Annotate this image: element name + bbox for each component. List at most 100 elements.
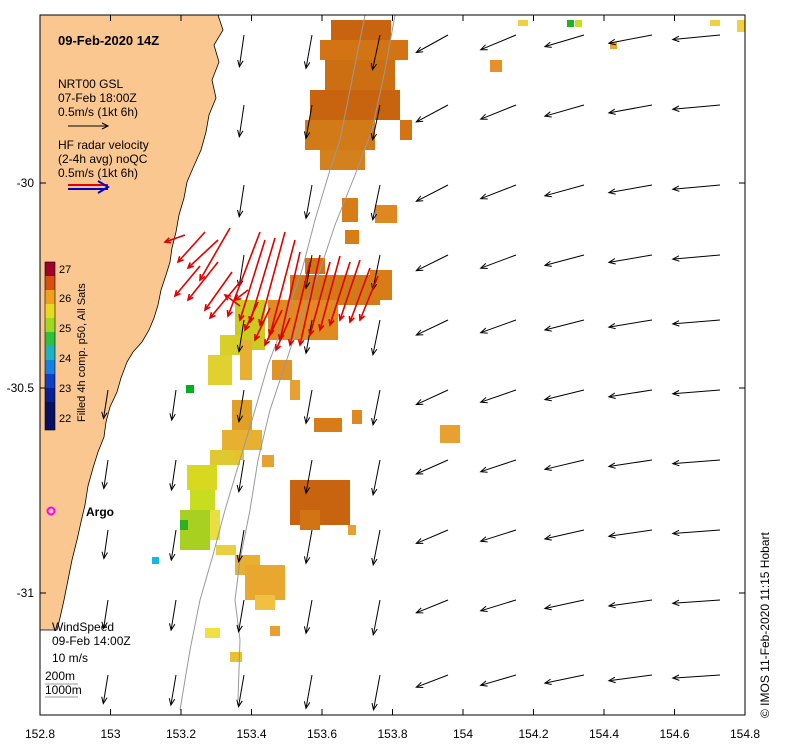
lon-tick-label: 154.8 xyxy=(730,727,760,741)
wind-arrow-head xyxy=(237,59,244,68)
radar-arrow xyxy=(209,281,241,319)
wind-arrow xyxy=(238,599,245,632)
radar-arrow-head xyxy=(328,318,335,327)
wind-arrow xyxy=(416,104,449,123)
radar-arrow xyxy=(249,237,276,323)
radar-legend: HF radar velocity (2-4h avg) noQC 0.5m/s… xyxy=(58,138,149,180)
wind-arrow-head xyxy=(671,459,680,467)
wind-arrow-head xyxy=(543,191,552,198)
radar-arrow-head xyxy=(254,333,261,342)
wind-arrow-head xyxy=(237,209,244,218)
cb-tick-26: 26 xyxy=(59,293,71,305)
wind-arrow xyxy=(480,319,517,334)
wind-arrow xyxy=(170,529,177,561)
wind-arrow xyxy=(305,104,313,139)
wind-arrow xyxy=(544,599,585,609)
wind-arrow xyxy=(480,459,517,473)
wind-arrow xyxy=(238,104,245,137)
wind-legend-line2: 09-Feb 14:00Z xyxy=(52,634,131,648)
wind-arrow xyxy=(672,104,721,110)
wind-arrow xyxy=(416,34,449,53)
radar-arrow xyxy=(275,317,291,351)
wind-arrow xyxy=(372,319,381,355)
wind-arrow xyxy=(372,389,381,425)
radar-arrow xyxy=(204,271,233,311)
radar-vectors xyxy=(163,227,379,352)
lon-tick-label: 153.6 xyxy=(307,727,337,741)
lon-tick-label: 153.2 xyxy=(166,727,196,741)
wind-arrow xyxy=(238,674,245,707)
wind-legend-line1: WindSpeed xyxy=(52,620,115,634)
wind-arrow-head xyxy=(169,623,176,632)
radar-arrow-head xyxy=(264,339,271,347)
wind-arrow xyxy=(672,254,721,260)
wind-arrow xyxy=(171,389,177,421)
wind-arrow-head xyxy=(303,346,311,355)
map-title: 09-Feb-2020 14Z xyxy=(58,33,160,48)
wind-arrow xyxy=(238,34,245,67)
wind-arrow-head xyxy=(370,132,378,142)
wind-arrow-head xyxy=(543,260,552,267)
wind-arrow xyxy=(480,104,517,120)
wind-arrow xyxy=(544,104,585,117)
wind-arrow-head xyxy=(371,702,378,712)
cb-tick-27: 27 xyxy=(59,264,71,276)
radar-arrow-head xyxy=(176,255,184,264)
wind-arrow xyxy=(416,529,449,544)
wind-arrow xyxy=(672,319,721,325)
wind-arrow-head xyxy=(671,105,680,112)
lon-tick-label: 154.2 xyxy=(518,727,548,741)
wind-arrow-head xyxy=(415,399,424,406)
radar-arrow-head xyxy=(208,311,216,320)
radar-arrow-head xyxy=(244,323,251,332)
wind-arrow xyxy=(416,254,449,272)
wind-arrow-head xyxy=(371,557,378,567)
radar-legend-line2: (2-4h avg) noQC xyxy=(58,152,148,166)
wind-arrow-head xyxy=(236,699,243,708)
wind-arrow xyxy=(608,254,653,263)
radar-arrow xyxy=(289,261,311,346)
wind-arrow xyxy=(416,319,449,336)
wind-arrow xyxy=(305,389,313,424)
wind-arrow xyxy=(416,389,449,406)
lat-tick-label: -30 xyxy=(17,176,35,190)
isobath-1000-label: 1000m xyxy=(45,683,82,697)
wind-arrow xyxy=(171,459,177,491)
wind-arrow-head xyxy=(303,556,311,565)
radar-arrow xyxy=(244,301,259,331)
wind-arrow xyxy=(672,184,721,190)
radar-arrow xyxy=(239,239,266,321)
wind-arrow-head xyxy=(479,193,488,200)
wind-arrow xyxy=(238,254,245,287)
wind-arrow xyxy=(416,599,449,614)
wind-arrow xyxy=(480,184,517,200)
wind-arrow-head xyxy=(415,195,424,202)
wind-arrow-head xyxy=(607,392,616,399)
radar-arrow xyxy=(319,255,341,331)
wind-arrow xyxy=(544,529,585,540)
wind-arrow xyxy=(305,674,313,709)
wind-arrow-head xyxy=(607,322,616,330)
radar-arrow xyxy=(309,261,331,336)
wind-arrow-head xyxy=(101,621,108,630)
radar-arrow-head xyxy=(297,339,305,347)
wind-arrow-head xyxy=(415,116,424,123)
lat-tick-label: -31 xyxy=(17,586,35,600)
radar-arrow xyxy=(174,265,201,297)
wind-arrow xyxy=(103,529,109,559)
wind-arrow xyxy=(480,389,517,403)
wind-arrow-head xyxy=(543,678,552,685)
wind-arrow xyxy=(372,459,381,495)
wind-arrow-head xyxy=(543,534,552,541)
wind-arrow xyxy=(305,184,313,219)
argo-marker xyxy=(46,506,56,516)
wind-arrow-head xyxy=(415,682,424,688)
cb-tick-23: 23 xyxy=(59,383,71,395)
wind-arrow-head xyxy=(303,211,311,220)
wind-arrow xyxy=(372,599,381,635)
lon-tick-label: 152.8 xyxy=(25,727,55,741)
wind-arrow-head xyxy=(303,486,311,495)
wind-arrow xyxy=(480,599,517,612)
wind-arrow-head xyxy=(671,255,680,262)
wind-arrow xyxy=(238,529,245,562)
